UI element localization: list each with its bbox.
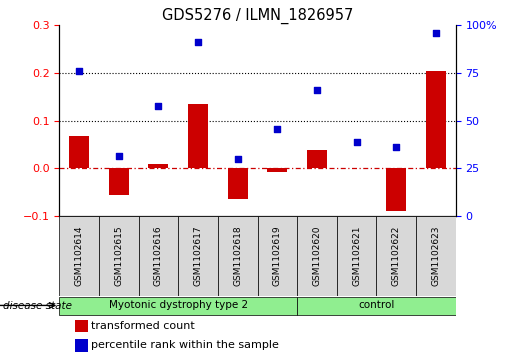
Point xyxy=(392,144,401,150)
Point xyxy=(114,154,123,159)
Text: disease state: disease state xyxy=(3,301,72,311)
FancyBboxPatch shape xyxy=(178,216,218,296)
FancyBboxPatch shape xyxy=(376,216,416,296)
Bar xyxy=(386,168,406,211)
FancyBboxPatch shape xyxy=(416,216,456,296)
FancyBboxPatch shape xyxy=(258,216,297,296)
Point xyxy=(313,87,321,93)
Text: GSM1102623: GSM1102623 xyxy=(432,226,440,286)
Text: GSM1102620: GSM1102620 xyxy=(313,226,321,286)
Bar xyxy=(75,339,88,351)
Bar xyxy=(188,104,208,168)
Bar xyxy=(307,150,327,168)
Bar xyxy=(109,168,129,195)
Text: GSM1102622: GSM1102622 xyxy=(392,226,401,286)
Text: GSM1102616: GSM1102616 xyxy=(154,225,163,286)
FancyBboxPatch shape xyxy=(218,216,258,296)
Text: control: control xyxy=(358,301,394,310)
FancyBboxPatch shape xyxy=(59,216,99,296)
FancyBboxPatch shape xyxy=(139,216,178,296)
Bar xyxy=(69,136,89,168)
Text: percentile rank within the sample: percentile rank within the sample xyxy=(91,340,279,350)
FancyBboxPatch shape xyxy=(337,216,376,296)
Point xyxy=(194,39,202,45)
Bar xyxy=(426,71,446,168)
Point xyxy=(352,139,360,145)
Point xyxy=(154,103,163,109)
Text: GSM1102615: GSM1102615 xyxy=(114,225,123,286)
Point xyxy=(75,68,83,74)
Text: GSM1102621: GSM1102621 xyxy=(352,226,361,286)
Text: Myotonic dystrophy type 2: Myotonic dystrophy type 2 xyxy=(109,301,248,310)
Bar xyxy=(75,320,88,333)
Point xyxy=(273,126,281,132)
Text: GSM1102617: GSM1102617 xyxy=(194,225,202,286)
Point xyxy=(234,156,242,162)
FancyBboxPatch shape xyxy=(99,216,139,296)
Title: GDS5276 / ILMN_1826957: GDS5276 / ILMN_1826957 xyxy=(162,8,353,24)
Text: GSM1102618: GSM1102618 xyxy=(233,225,242,286)
Bar xyxy=(267,168,287,172)
Text: GSM1102619: GSM1102619 xyxy=(273,225,282,286)
Text: transformed count: transformed count xyxy=(91,321,195,331)
Point xyxy=(432,30,440,36)
FancyBboxPatch shape xyxy=(297,297,456,315)
Bar xyxy=(228,168,248,199)
Text: GSM1102614: GSM1102614 xyxy=(75,226,83,286)
FancyBboxPatch shape xyxy=(59,297,297,315)
Bar xyxy=(148,164,168,168)
FancyBboxPatch shape xyxy=(297,216,337,296)
